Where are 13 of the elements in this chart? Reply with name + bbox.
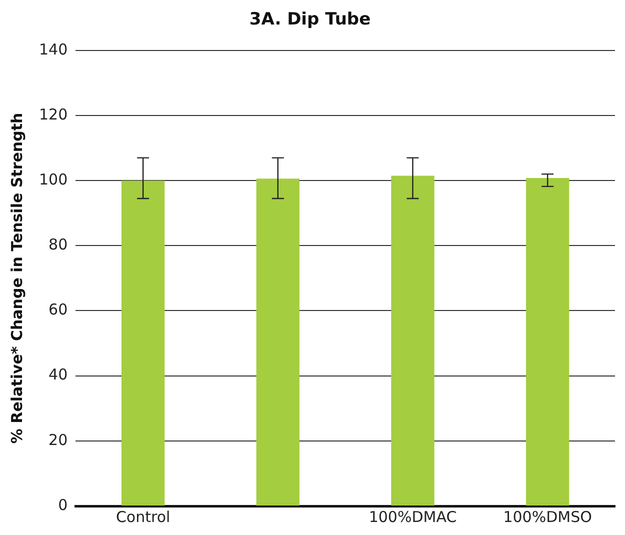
y-tick-label: 20 xyxy=(48,430,68,449)
y-tick-label: 40 xyxy=(48,366,68,384)
x-tick-label: 100%DMAC xyxy=(368,508,457,526)
chart-title: 3A. Dip Tube xyxy=(249,10,371,30)
x-tick-label: Control xyxy=(116,508,170,526)
y-tick-label: 120 xyxy=(38,105,68,124)
y-axis-title: % Relative* Change in Tensile Strength xyxy=(8,112,26,444)
y-tick-label: 0 xyxy=(58,496,68,514)
x-tick-label: 100%DMSO xyxy=(503,508,592,526)
y-tick-label: 80 xyxy=(48,236,68,254)
y-tick-label: 100 xyxy=(38,170,68,188)
y-tick-label: 140 xyxy=(38,40,68,58)
y-tick-label: 60 xyxy=(48,300,68,319)
